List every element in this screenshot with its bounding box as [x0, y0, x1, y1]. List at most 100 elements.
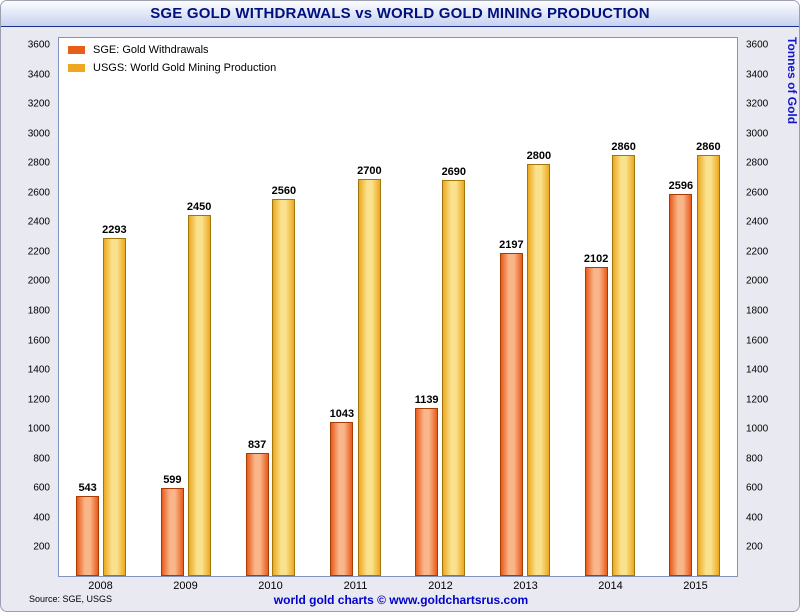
y-tick-label: 2000: [746, 275, 769, 287]
bar: [330, 422, 354, 576]
legend-item-sge: SGE: Gold Withdrawals: [68, 44, 276, 56]
bar-value-label: 1043: [329, 408, 355, 421]
y-tick-label: 800: [746, 453, 763, 465]
legend: SGE: Gold Withdrawals USGS: World Gold M…: [68, 44, 276, 80]
y-axis-right: 200 400 600 800 1000 1200 1400 1600 1800 2000 2200…: [742, 40, 778, 577]
bar-group-2011: 1043 2700: [313, 46, 398, 576]
bar-group-2013: 2197 2800: [483, 46, 568, 576]
bar-sge-2008: 543: [76, 46, 100, 576]
bar-value-label: 2450: [186, 201, 212, 214]
bar-usgs-2012: 2690: [442, 46, 466, 576]
bar-sge-2015: 2596: [669, 46, 693, 576]
bar-usgs-2010: 2560: [272, 46, 296, 576]
y-tick-label: 1400: [746, 364, 769, 376]
plot-area: SGE: Gold Withdrawals USGS: World Gold M…: [58, 37, 738, 577]
bar-value-label: 2596: [668, 179, 694, 192]
y-tick-label: 2600: [27, 187, 50, 199]
bar-value-label: 2800: [526, 149, 552, 162]
bar-value-label: 2860: [696, 140, 721, 153]
bar: [442, 179, 466, 576]
bar: [415, 408, 439, 576]
bar-sge-2011: 1043: [330, 46, 354, 576]
bar-value-label: 599: [163, 473, 182, 486]
y-tick-label: 3000: [746, 128, 769, 140]
bar: [669, 193, 693, 576]
bar: [245, 452, 269, 576]
bar: [102, 238, 126, 576]
x-tick-label: 2009: [173, 580, 198, 592]
bar-sge-2010: 837: [245, 46, 269, 576]
bar-value-label: 2102: [583, 252, 609, 265]
legend-label-sge: SGE: Gold Withdrawals: [93, 44, 209, 56]
bar-group-2014: 2102 2860: [568, 46, 653, 576]
bar-sge-2009: 599: [160, 46, 184, 576]
bar-value-label: 2560: [271, 185, 297, 198]
bar-group-2012: 1139 2690: [398, 46, 483, 576]
branding-link[interactable]: world gold charts © www.goldchartsrus.co…: [273, 593, 529, 607]
x-tick-label: 2008: [88, 580, 113, 592]
chart-title-bar: SGE GOLD WITHDRAWALS vs WORLD GOLD MININ…: [1, 1, 799, 27]
y-tick-label: 2000: [27, 275, 50, 287]
bar: [160, 487, 184, 576]
x-tick-label: 2012: [428, 580, 453, 592]
y-tick-label: 2200: [27, 246, 50, 258]
y-tick-label: 1000: [27, 423, 50, 435]
bar: [584, 266, 608, 576]
bar-value-label: 2860: [611, 140, 636, 153]
bar-groups: 543 2293 599 2450 837 2560 1043 2700 1139 2690 219…: [59, 46, 737, 576]
x-tick-label: 2010: [258, 580, 283, 592]
y-tick-label: 1400: [27, 364, 50, 376]
y-tick-label: 600: [33, 482, 50, 494]
y-tick-label: 3600: [27, 39, 50, 51]
bar-value-label: 2293: [102, 224, 127, 237]
y-tick-label: 2400: [746, 216, 769, 228]
bar-group-2015: 2596 2860: [652, 46, 737, 576]
y-tick-label: 600: [746, 482, 763, 494]
y-tick-label: 2600: [746, 187, 769, 199]
bar-usgs-2015: 2860: [696, 46, 721, 576]
bar-usgs-2011: 2700: [357, 46, 382, 576]
chart-title: SGE GOLD WITHDRAWALS vs WORLD GOLD MININ…: [150, 5, 650, 22]
y-tick-label: 2800: [746, 157, 769, 169]
bar-value-label: 2700: [357, 164, 382, 177]
bar: [76, 496, 100, 576]
y-tick-label: 3400: [746, 69, 769, 81]
y-tick-label: 2800: [27, 157, 50, 169]
bar-sge-2014: 2102: [584, 46, 608, 576]
y-axis-title-right: Tonnes of Gold: [785, 37, 799, 125]
bar-usgs-2008: 2293: [102, 46, 127, 576]
y-tick-label: 400: [33, 512, 50, 524]
y-tick-label: 800: [33, 453, 50, 465]
legend-label-usgs: USGS: World Gold Mining Production: [93, 62, 277, 74]
y-tick-label: 1200: [746, 394, 769, 406]
bar-value-label: 837: [247, 438, 267, 451]
y-tick-label: 2200: [746, 246, 769, 258]
bar: [357, 178, 381, 576]
bar-sge-2013: 2197: [499, 46, 524, 576]
bar: [612, 154, 636, 576]
bar: [696, 154, 720, 576]
bar-sge-2012: 1139: [415, 46, 439, 576]
bar-group-2010: 837 2560: [229, 46, 314, 576]
x-tick-label: 2015: [683, 580, 708, 592]
y-tick-label: 1200: [27, 394, 50, 406]
bar: [187, 215, 211, 576]
x-axis: 2008 2009 2010 2011 2012 2013 2014 2015: [58, 580, 738, 592]
y-tick-label: 3400: [27, 69, 50, 81]
y-tick-label: 3000: [27, 128, 50, 140]
y-tick-label: 1600: [746, 335, 769, 347]
bar-usgs-2014: 2860: [611, 46, 636, 576]
legend-swatch-sge: [68, 46, 85, 54]
legend-item-usgs: USGS: World Gold Mining Production: [68, 62, 276, 74]
y-tick-label: 3600: [746, 39, 769, 51]
bar-value-label: 2197: [499, 238, 524, 251]
bar-value-label: 2690: [441, 165, 467, 178]
y-tick-label: 400: [746, 512, 763, 524]
y-tick-label: 1600: [27, 335, 50, 347]
bar-group-2009: 599 2450: [144, 46, 229, 576]
y-tick-label: 2400: [27, 216, 50, 228]
bar-value-label: 543: [78, 482, 97, 495]
bar: [499, 252, 523, 576]
x-tick-label: 2011: [343, 580, 368, 592]
